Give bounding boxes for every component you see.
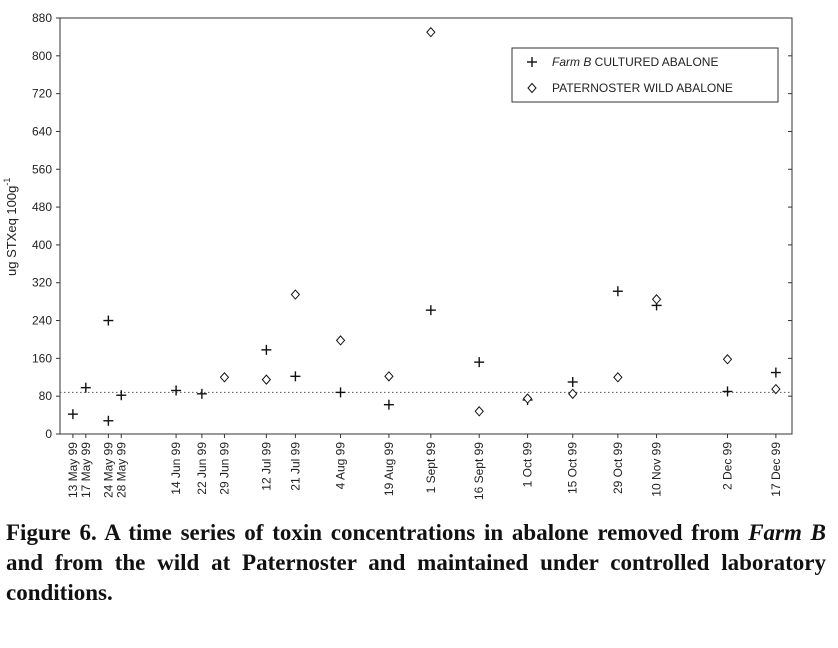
wild-point [261, 374, 272, 385]
x-tick-label: 28 May 99 [114, 442, 128, 498]
x-tick-label: 22 Jun 99 [195, 442, 209, 495]
chart: 0 80 160 240 320 400 480 560 640 720 800 880 ug STXe… [2, 11, 793, 500]
x-tick-label: 14 Jun 99 [169, 442, 183, 495]
cultured-point [335, 387, 346, 398]
x-tick-label: 17 Dec 99 [769, 442, 783, 497]
cultured-point [770, 367, 781, 378]
wild-point [219, 372, 230, 383]
wild-point [771, 383, 781, 395]
y-tick-label: 0 [45, 427, 52, 441]
x-tick-label: 24 May 99 [101, 442, 115, 498]
y-tick-label: 320 [32, 276, 52, 290]
legend-cultured-marker [527, 57, 537, 67]
wild-point [426, 26, 436, 38]
y-tick-label: 240 [32, 314, 52, 328]
x-tick-label: 16 Sept 99 [472, 442, 486, 500]
figure-caption: Figure 6. A time series of toxin concent… [6, 518, 826, 608]
caption-text-end: and from the wild at Paternoster and mai… [6, 550, 826, 605]
cultured-point [67, 409, 78, 420]
cultured-point [80, 382, 91, 393]
legend: Farm B CULTURED ABALONE PATERNOSTER WILD … [511, 47, 779, 103]
cultured-point [722, 386, 733, 397]
cultured-point [171, 385, 182, 396]
x-tick-label: 15 Oct 99 [566, 442, 580, 494]
legend-wild-marker [527, 82, 537, 94]
wild-point [722, 354, 733, 365]
y-tick-label: 800 [32, 49, 52, 63]
cultured-point [196, 388, 207, 399]
cultured-point [474, 357, 485, 368]
cultured-point [383, 399, 394, 410]
cultured-point [567, 377, 578, 387]
x-tick-label: 4 Aug 99 [334, 442, 348, 490]
cultured-point [290, 371, 301, 382]
x-tick-label: 19 Aug 99 [382, 442, 396, 496]
x-tick-label: 1 Sept 99 [424, 442, 438, 494]
x-tick-label: 2 Dec 99 [721, 442, 735, 490]
x-tick-label: 29 Jun 99 [217, 442, 231, 495]
y-tick-label: 640 [32, 124, 52, 138]
cultured-point [612, 286, 623, 297]
y-tick-label: 160 [32, 351, 52, 365]
caption-text-start: Figure 6. A time series of toxin concent… [6, 520, 749, 545]
y-axis-title-superscript: -1 [2, 178, 12, 186]
legend-wild-label: PATERNOSTER WILD ABALONE [552, 81, 733, 95]
cultured-point [116, 390, 127, 401]
cultured-point [103, 415, 114, 426]
wild-point [651, 294, 662, 305]
caption-farm-name: Farm B [748, 520, 826, 545]
x-tick-label: 13 May 99 [66, 442, 80, 498]
x-tick-label: 10 Nov 99 [650, 442, 664, 497]
legend-box [511, 47, 779, 103]
y-tick-label: 480 [32, 200, 52, 214]
x-tick-label: 1 Oct 99 [521, 442, 535, 488]
y-tick-label: 560 [32, 162, 52, 176]
y-axis-title-text: ug STXeq 100g [4, 186, 19, 276]
x-tick-label: 29 Oct 99 [611, 442, 625, 494]
wild-point [474, 406, 484, 417]
legend-cultured-name: CULTURED ABALONE [595, 55, 719, 69]
y-tick-label: 880 [32, 11, 52, 25]
y-tick-label: 80 [39, 389, 53, 403]
cultured-point [261, 344, 272, 355]
wild-point [335, 335, 346, 346]
x-tick-label: 17 May 99 [79, 442, 93, 498]
wild-point [568, 388, 578, 400]
wild-point [522, 393, 533, 404]
x-tick-label: 12 Jul 99 [259, 442, 273, 491]
y-tick-label: 400 [32, 238, 52, 252]
plot-frame [59, 17, 793, 435]
wild-point [613, 372, 623, 383]
x-tick-label: 21 Jul 99 [288, 442, 302, 491]
y-tick-label: 720 [32, 87, 52, 101]
y-axis-title: ug STXeq 100g-1 [2, 178, 19, 276]
legend-cultured-label: Farm B CULTURED ABALONE [552, 55, 718, 69]
legend-cultured-prefix: Farm B [552, 55, 595, 69]
cultured-point [103, 315, 114, 326]
wild-point [384, 371, 394, 382]
wild-point [290, 289, 301, 300]
cultured-point [425, 305, 436, 316]
chart-svg: 0 80 160 240 320 400 480 560 640 720 800 880 ug STXe… [2, 11, 793, 500]
